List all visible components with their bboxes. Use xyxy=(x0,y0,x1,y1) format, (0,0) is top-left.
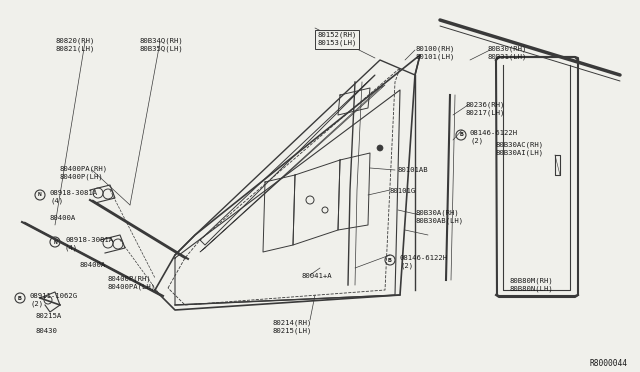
Text: 80041+A: 80041+A xyxy=(302,273,333,279)
Text: 80101G: 80101G xyxy=(390,188,416,194)
Text: 08146-6122H
(2): 08146-6122H (2) xyxy=(470,130,518,144)
Text: 80215A: 80215A xyxy=(35,313,61,319)
Text: 08918-3081A
(4): 08918-3081A (4) xyxy=(65,237,113,251)
Text: 80B34Q(RH)
80B35Q(LH): 80B34Q(RH) 80B35Q(LH) xyxy=(140,38,184,52)
Text: 80101AB: 80101AB xyxy=(397,167,428,173)
Text: B: B xyxy=(18,295,22,301)
Text: 08146-6122H
(2): 08146-6122H (2) xyxy=(400,255,448,269)
Text: 08918-3081A
(4): 08918-3081A (4) xyxy=(50,190,98,204)
Text: 80820(RH)
80821(LH): 80820(RH) 80821(LH) xyxy=(55,38,94,52)
Text: 80400P(RH)
80400PA(LH): 80400P(RH) 80400PA(LH) xyxy=(108,275,156,289)
Text: 08911-1062G
(2): 08911-1062G (2) xyxy=(30,293,78,307)
Text: B: B xyxy=(388,257,392,263)
Circle shape xyxy=(377,145,383,151)
Text: 80B30(RH)
80B31(LH): 80B30(RH) 80B31(LH) xyxy=(488,46,527,61)
Text: B: B xyxy=(459,132,463,138)
Text: 80152(RH)
80153(LH): 80152(RH) 80153(LH) xyxy=(317,32,356,46)
Text: N: N xyxy=(53,240,57,244)
Text: 80400A: 80400A xyxy=(80,262,106,268)
Text: 80214(RH)
80215(LH): 80214(RH) 80215(LH) xyxy=(272,320,312,334)
Text: 80100(RH)
80101(LH): 80100(RH) 80101(LH) xyxy=(415,45,454,60)
Text: 80400PA(RH)
80400P(LH): 80400PA(RH) 80400P(LH) xyxy=(60,165,108,180)
Text: 80430: 80430 xyxy=(35,328,57,334)
Text: 80B30A(RH)
80B30AB(LH): 80B30A(RH) 80B30AB(LH) xyxy=(415,210,463,224)
Text: 80400A: 80400A xyxy=(50,215,76,221)
Text: 80236(RH)
80217(LH): 80236(RH) 80217(LH) xyxy=(465,102,504,116)
Text: N: N xyxy=(38,192,42,198)
Text: 80B30AC(RH)
80B30AI(LH): 80B30AC(RH) 80B30AI(LH) xyxy=(495,142,543,157)
Text: R8000044: R8000044 xyxy=(590,359,628,368)
Text: 80B80M(RH)
80B80N(LH): 80B80M(RH) 80B80N(LH) xyxy=(510,278,554,292)
